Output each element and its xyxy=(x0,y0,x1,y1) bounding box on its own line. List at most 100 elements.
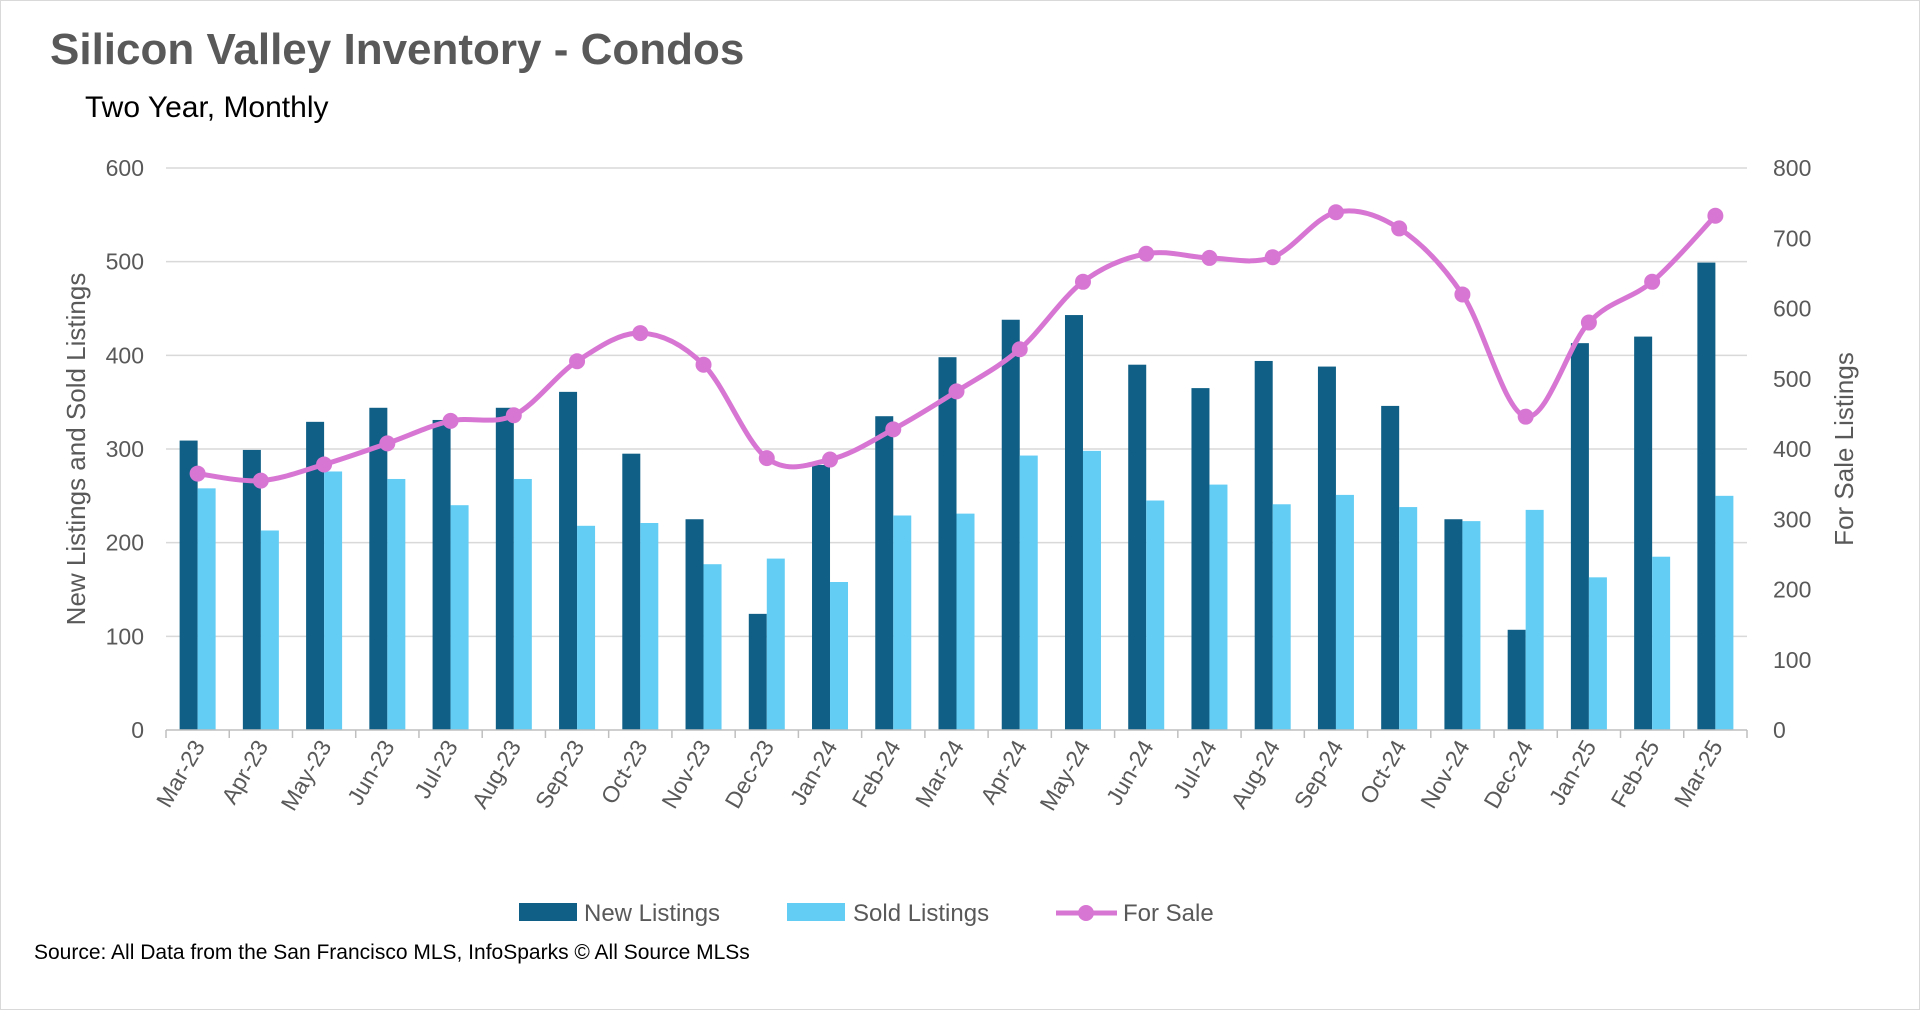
bar-sold-listings xyxy=(1209,484,1228,730)
y-tick-label-right: 300 xyxy=(1773,506,1811,532)
for-sale-point xyxy=(1517,408,1534,425)
for-sale-line-path xyxy=(197,208,1718,484)
for-sale-point xyxy=(822,451,839,468)
bar-sold-listings xyxy=(1146,500,1165,730)
for-sale-point xyxy=(252,472,269,489)
bar-new-listings xyxy=(369,407,388,730)
bar-sold-listings xyxy=(1019,455,1038,730)
x-tick-label: Mar-24 xyxy=(910,735,969,811)
x-tick-label: Dec-23 xyxy=(720,736,780,813)
bar-new-listings xyxy=(1128,364,1147,730)
x-tick-label: Aug-23 xyxy=(467,736,527,813)
y-tick-label-right: 400 xyxy=(1773,436,1811,462)
bar-sold-listings xyxy=(260,530,279,730)
for-sale-point xyxy=(695,356,712,373)
y-tick-label-left: 400 xyxy=(106,342,144,368)
bar-new-listings xyxy=(559,391,578,730)
bar-new-listings xyxy=(1001,319,1020,730)
bar-new-listings xyxy=(875,416,894,730)
for-sale-point xyxy=(1707,207,1724,224)
for-sale-point xyxy=(1011,341,1028,358)
for-sale-point xyxy=(885,421,902,438)
bar-new-listings xyxy=(622,453,641,730)
bar-new-listings xyxy=(1191,388,1210,730)
bar-sold-listings xyxy=(1082,450,1101,730)
bar-sold-listings xyxy=(324,471,343,730)
chart-subtitle: Two Year, Monthly xyxy=(85,91,329,124)
x-tick-label: Jan-24 xyxy=(785,735,843,809)
x-tick-label: Apr-24 xyxy=(975,735,1032,808)
bar-new-listings xyxy=(1254,360,1273,730)
bar-sold-listings xyxy=(387,478,406,730)
bar-new-listings xyxy=(1444,519,1463,730)
bar-sold-listings xyxy=(1525,509,1544,730)
bar-new-listings xyxy=(1064,315,1083,730)
y-tick-label-right: 700 xyxy=(1773,225,1811,251)
y-tick-label-left: 200 xyxy=(106,530,144,556)
for-sale-point xyxy=(379,435,396,452)
bar-new-listings xyxy=(242,449,261,730)
x-tick-label: Jan-25 xyxy=(1544,736,1602,810)
bar-new-listings xyxy=(1507,629,1526,730)
bar-new-listings xyxy=(1697,262,1716,730)
bar-new-listings xyxy=(1381,405,1400,730)
for-sale-point xyxy=(442,412,459,429)
bar-sold-listings xyxy=(1652,556,1671,730)
y-tick-label-right: 600 xyxy=(1773,296,1811,322)
for-sale-point xyxy=(948,383,965,400)
x-tick-label: Aug-24 xyxy=(1225,735,1285,812)
x-tick-label: Sep-24 xyxy=(1289,735,1349,812)
legend-swatch-new-listings xyxy=(519,903,577,921)
bar-sold-listings xyxy=(1588,577,1607,730)
legend-swatch-for-sale-marker xyxy=(1078,905,1094,921)
bar-sold-listings xyxy=(1715,495,1734,730)
x-tick-label: Nov-24 xyxy=(1415,735,1475,812)
bar-new-listings xyxy=(1570,343,1589,730)
bar-new-listings xyxy=(179,440,198,730)
bar-sold-listings xyxy=(766,558,785,730)
for-sale-point xyxy=(632,325,649,342)
for-sale-point xyxy=(1391,220,1408,237)
for-sale-point xyxy=(1138,245,1155,262)
y-tick-label-right: 0 xyxy=(1773,717,1786,743)
legend-swatch-sold-listings xyxy=(787,903,845,921)
bar-sold-listings xyxy=(1335,494,1354,730)
for-sale-point xyxy=(1074,273,1091,290)
y-tick-label-right: 200 xyxy=(1773,577,1811,603)
bar-new-listings xyxy=(495,407,514,730)
for-sale-point xyxy=(1454,286,1471,303)
y-tick-label-left: 100 xyxy=(106,623,144,649)
for-sale-point xyxy=(1264,249,1281,266)
bar-sold-listings xyxy=(577,525,596,730)
bar-new-listings xyxy=(1317,366,1336,730)
x-tick-label: Mar-23 xyxy=(151,736,210,812)
bar-new-listings xyxy=(748,613,767,730)
y-tick-label-left: 600 xyxy=(106,155,144,181)
legend: New Listings Sold Listings For Sale xyxy=(519,900,1214,927)
for-sale-point xyxy=(1644,273,1661,290)
for-sale-point xyxy=(1201,249,1218,266)
x-tick-label: Mar-25 xyxy=(1669,736,1728,812)
y-tick-label-left: 300 xyxy=(106,436,144,462)
legend-label-sold-listings: Sold Listings xyxy=(853,900,989,927)
y-tick-label-right: 100 xyxy=(1773,647,1811,673)
x-tick-label: Jun-23 xyxy=(342,736,400,810)
y-tick-label-left: 0 xyxy=(131,717,144,743)
x-tick-label: Feb-24 xyxy=(847,735,906,811)
bar-new-listings xyxy=(1634,336,1653,730)
bar-sold-listings xyxy=(197,488,216,730)
bar-sold-listings xyxy=(1399,507,1418,730)
x-tick-label: Apr-23 xyxy=(216,736,273,809)
bar-sold-listings xyxy=(1272,504,1291,730)
bar-new-listings xyxy=(812,464,831,730)
x-tick-label: Sep-23 xyxy=(530,736,590,813)
for-sale-point xyxy=(189,465,206,482)
x-tick-label: Nov-23 xyxy=(656,736,716,813)
bar-sold-listings xyxy=(703,564,722,730)
for-sale-point xyxy=(1580,314,1597,331)
bar-new-listings xyxy=(306,421,325,730)
for-sale-point xyxy=(1327,204,1344,221)
bars xyxy=(179,262,1734,730)
